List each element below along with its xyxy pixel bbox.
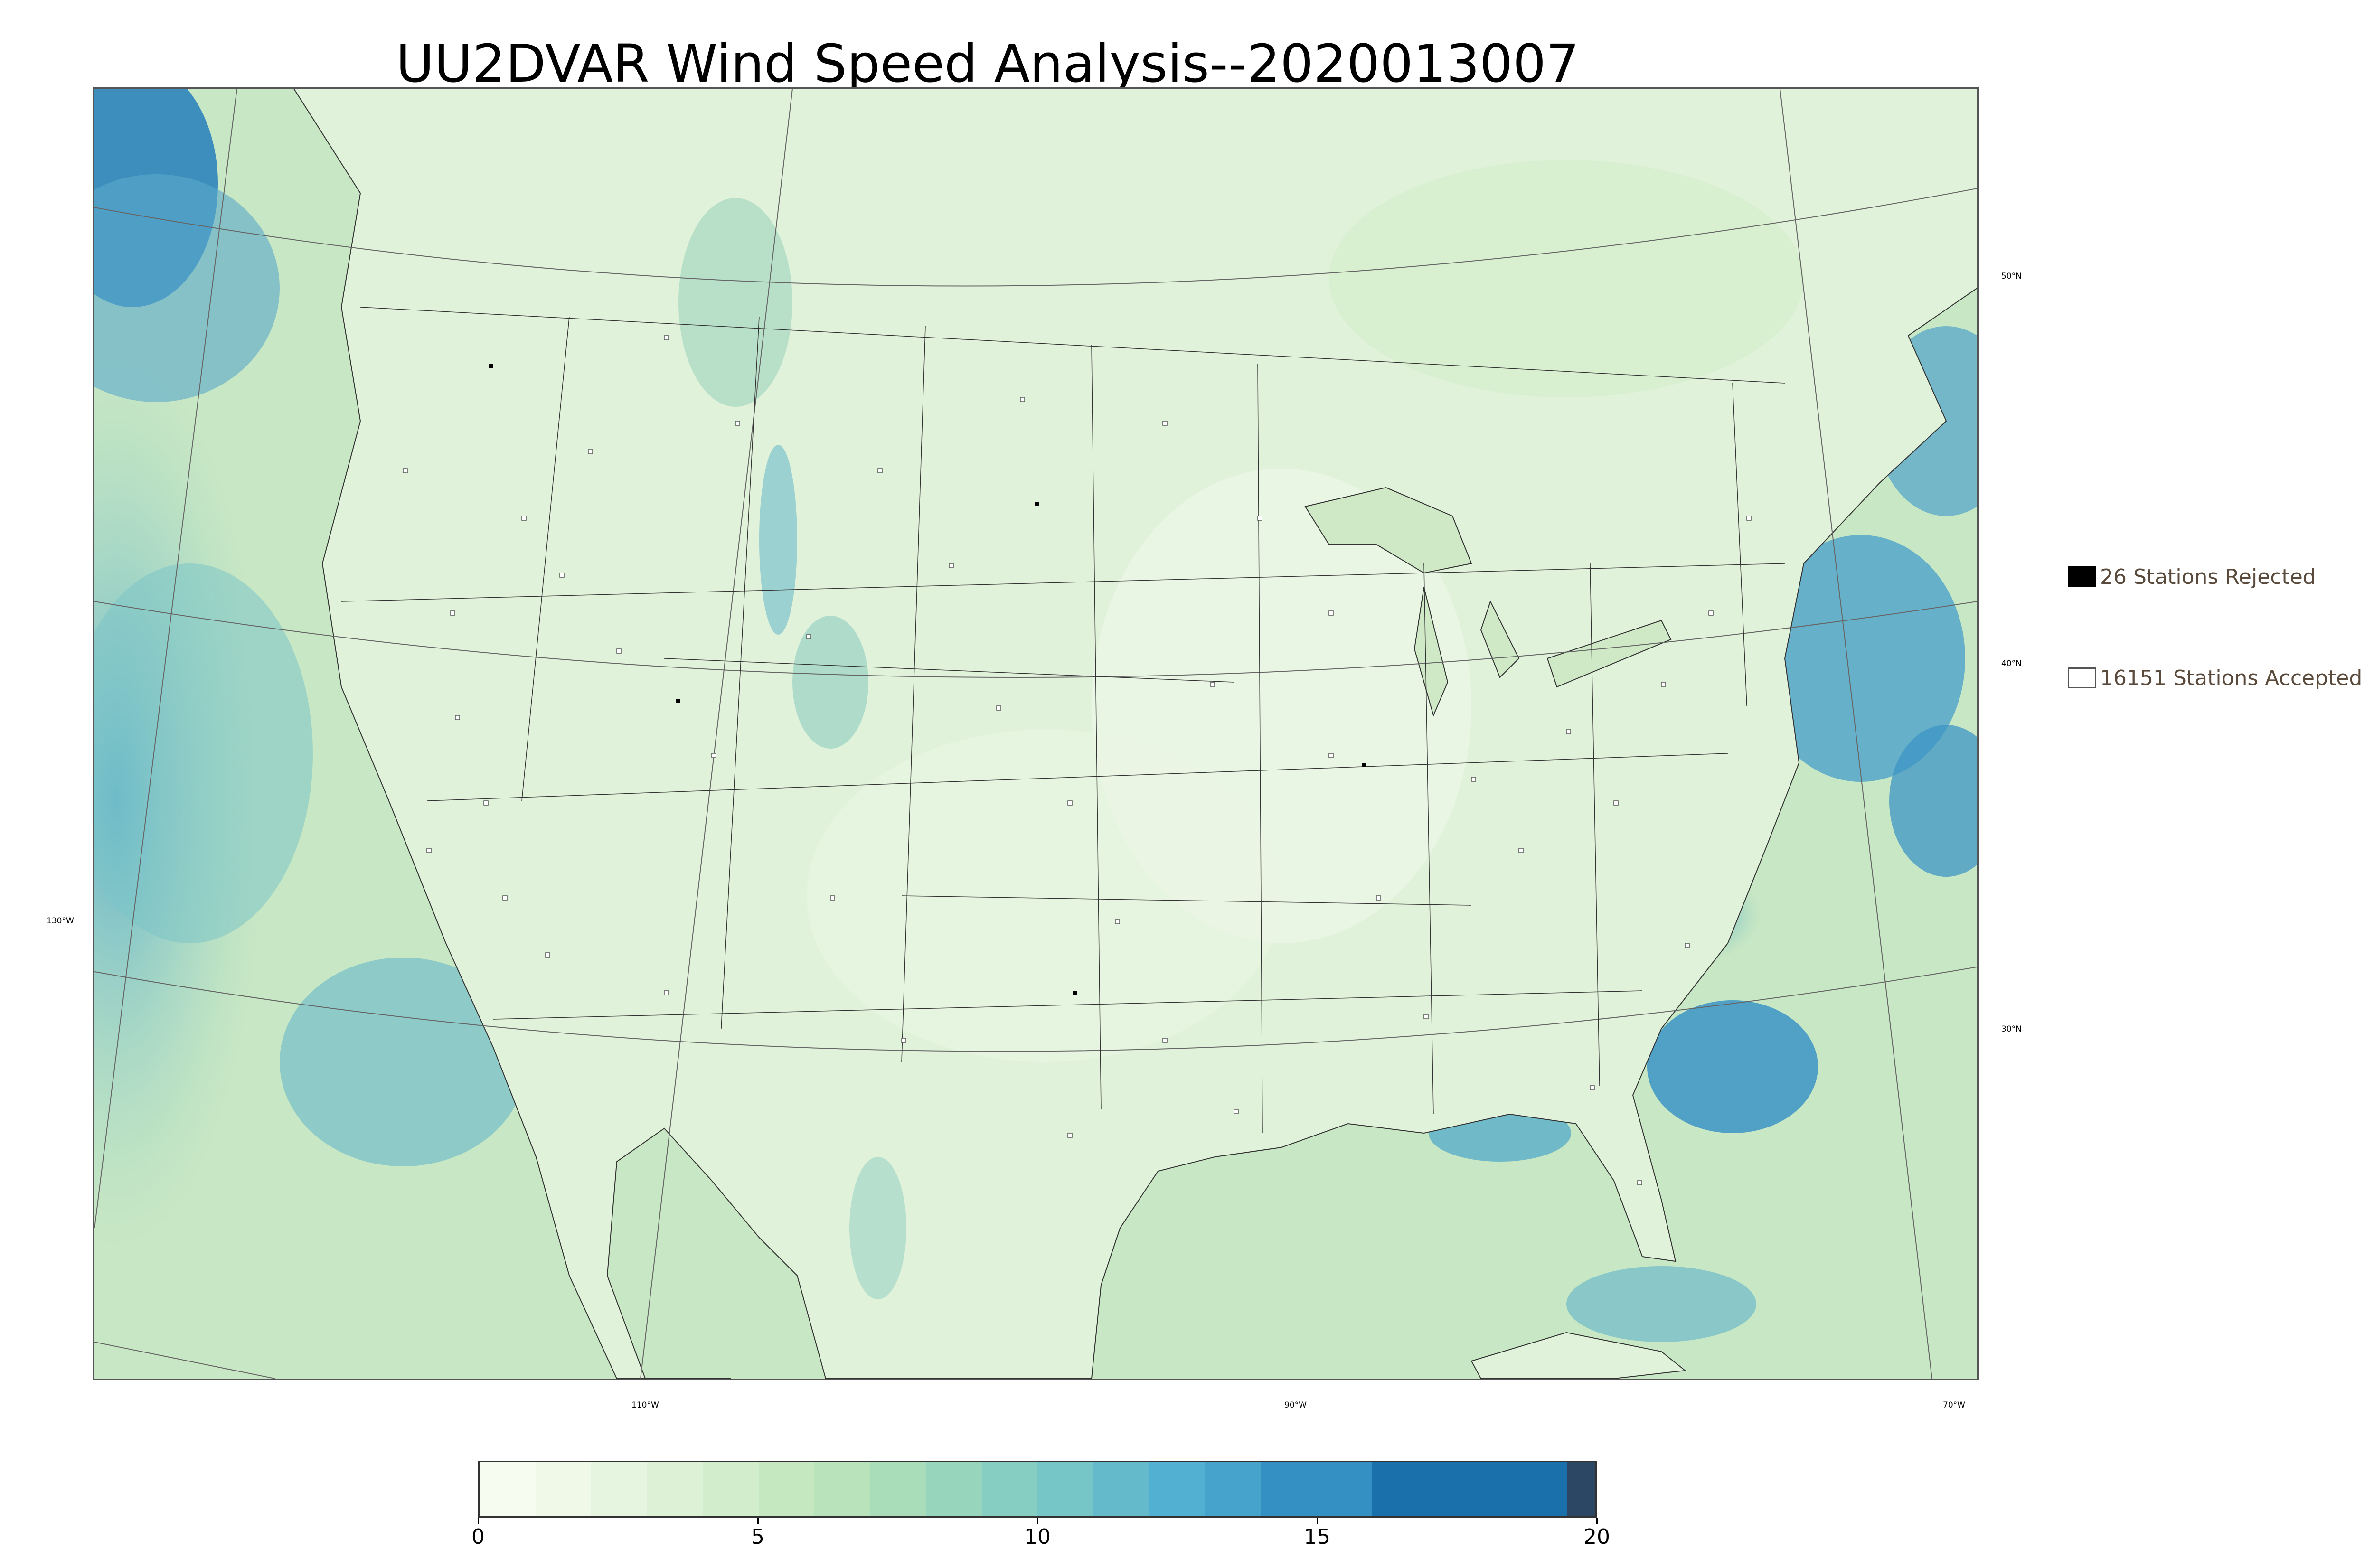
lat-label-50n: 50°N (2001, 272, 2022, 281)
colorbar-band (814, 1462, 870, 1516)
colorbar-tick (1316, 1518, 1318, 1524)
colorbar-band (1149, 1462, 1205, 1516)
colorbar-tick-label: 20 (1583, 1525, 1610, 1549)
great-lakes (1304, 487, 1472, 574)
colorbar-band (1261, 1462, 1372, 1516)
colorbar-band (870, 1462, 926, 1516)
colorbar-band (647, 1462, 703, 1516)
colorbar-band (758, 1462, 814, 1516)
legend-rejected-label: 26 Stations Rejected (2100, 564, 2316, 589)
accepted-swatch (2068, 667, 2096, 688)
colorbar-tick (477, 1518, 479, 1524)
colorbar-tick-label: 15 (1304, 1525, 1330, 1549)
colorbar-band (1372, 1462, 1568, 1516)
rejected-swatch (2068, 566, 2096, 587)
colorbar-band (591, 1462, 647, 1516)
colorbar-tick-label: 5 (751, 1525, 764, 1549)
legend-accepted: 16151 Stations Accepted (2068, 664, 2362, 692)
colorbar-band (1093, 1462, 1149, 1516)
wind-patch-atlantic (1647, 1000, 1818, 1133)
colorbar-tick (1596, 1518, 1598, 1524)
colorbar-band (1037, 1462, 1093, 1516)
lat-label-30n: 30°N (2001, 1024, 2022, 1034)
lon-label-130w: 130°W (47, 916, 74, 926)
lon-label-70w: 70°W (1943, 1400, 1965, 1410)
state-borders (341, 307, 1785, 1134)
graticule (94, 89, 1977, 1379)
cuba-island (1470, 1332, 1686, 1379)
colorbar-tick (1036, 1518, 1038, 1524)
map-title: UU2DVAR Wind Speed Analysis--2020013007 (396, 33, 1580, 94)
lon-label-90w: 90°W (1284, 1400, 1307, 1410)
legend-accepted-label: 16151 Stations Accepted (2100, 666, 2363, 690)
colorbar-band (926, 1462, 982, 1516)
legend-rejected: 26 Stations Rejected (2068, 563, 2316, 591)
colorbar-band (535, 1462, 591, 1516)
map-canvas (94, 89, 1977, 1379)
lat-label-40n: 40°N (2001, 659, 2022, 668)
rejected-station-markers (489, 364, 1366, 995)
wind-speed-map (93, 87, 1979, 1380)
colorbar-band (1205, 1462, 1261, 1516)
colorbar-tick-label: 0 (471, 1525, 485, 1549)
wind-speed-colorbar (478, 1461, 1597, 1518)
colorbar-band (703, 1462, 759, 1516)
colorbar-band (1567, 1462, 1595, 1516)
colorbar-band (981, 1462, 1037, 1516)
lon-label-110w: 110°W (631, 1400, 659, 1410)
station-markers (403, 335, 1752, 1185)
colorbar-band (480, 1462, 536, 1516)
colorbar-tick-label: 10 (1024, 1525, 1051, 1549)
colorbar-tick (757, 1518, 759, 1524)
